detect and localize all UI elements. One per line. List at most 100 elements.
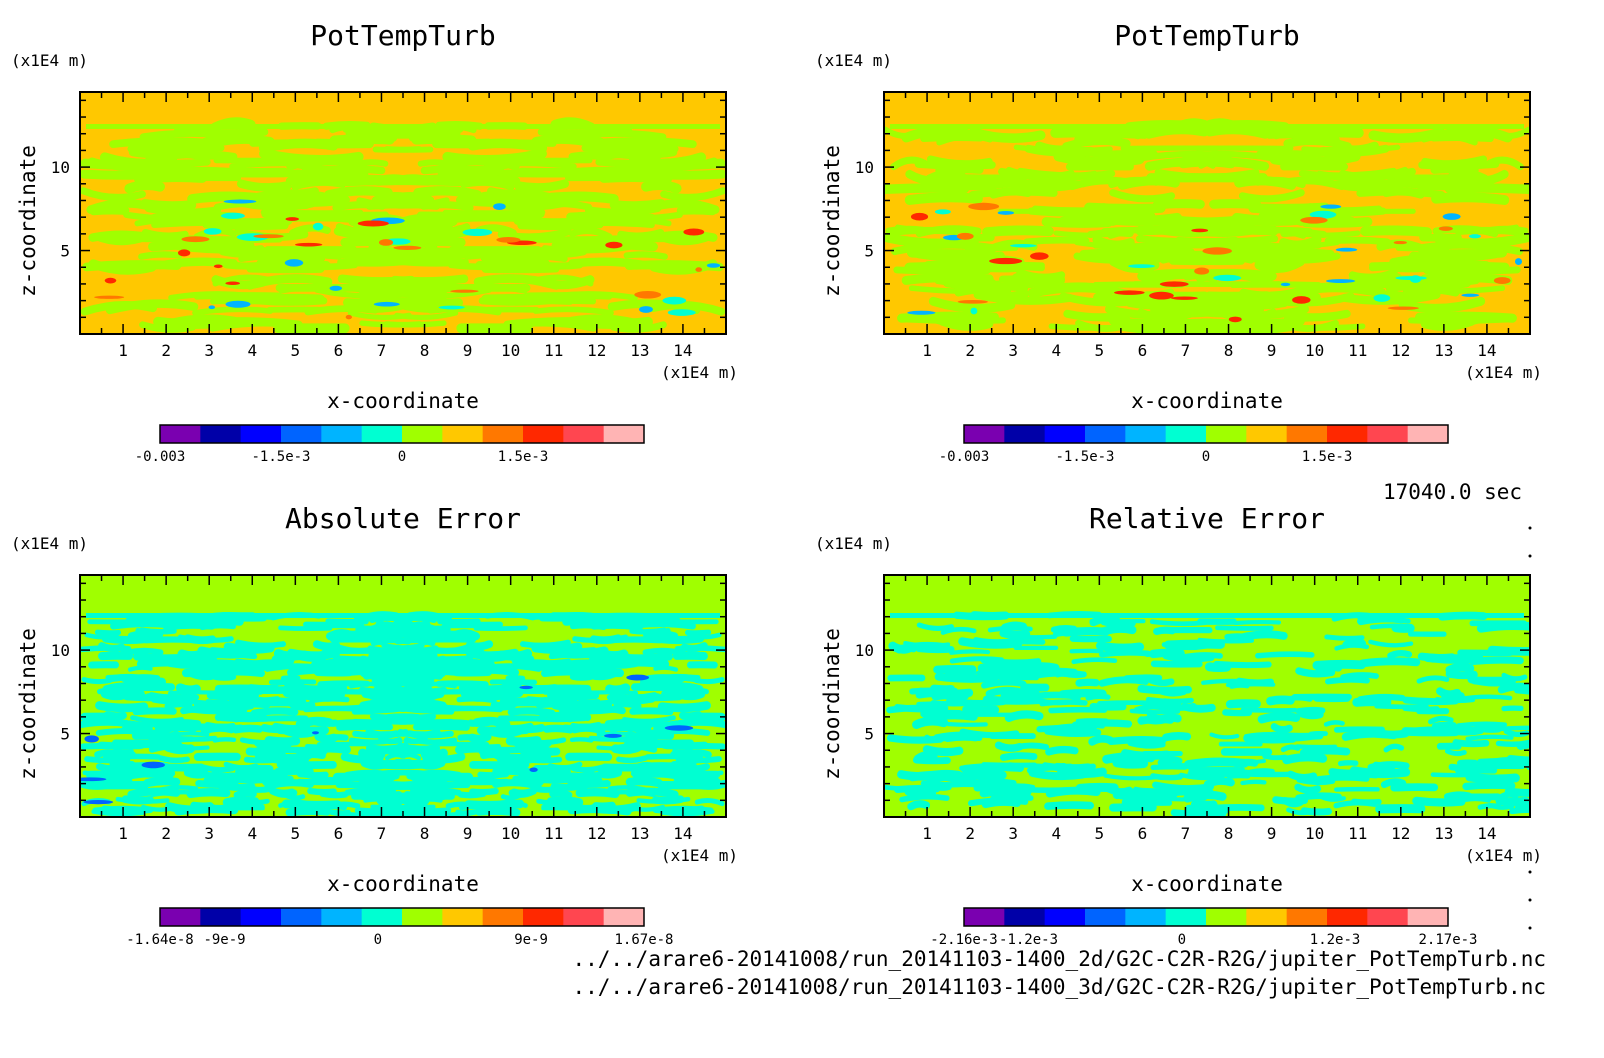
field-streak [1242,782,1264,783]
field-streak [1343,675,1376,677]
colorbar-swatch [1367,908,1408,926]
field-accent [439,306,465,310]
colorbar-swatch [1287,908,1328,926]
x-tick-label: 6 [1138,824,1148,843]
field-streak [351,684,390,686]
field-streak [363,706,403,708]
field-streak [1428,658,1479,660]
colorbar-tick-label: 1.5e-3 [1302,449,1353,465]
field-streak [483,755,508,757]
field-streak [503,795,520,798]
field-accent [379,239,393,246]
y-tick-label: 10 [51,158,70,177]
field-streak [317,644,336,646]
x-tick-label: 10 [1305,824,1324,843]
field-streak [1299,671,1332,674]
field-streak [1225,712,1249,713]
field-accent [639,306,653,313]
x-tick-label: 5 [1095,341,1105,360]
colorbar-tick-label: -0.003 [939,449,990,465]
field-accent [1213,275,1241,281]
x-tick-label: 7 [377,824,387,843]
field-streak [573,767,602,770]
field-streak [1530,766,1580,769]
field-streak [126,799,151,800]
field-streak [1452,767,1478,768]
field-streak [265,214,332,218]
field-band [86,613,720,618]
x-tick-label: 9 [1267,824,1277,843]
field-streak [1126,802,1154,803]
field-streak [1217,628,1271,629]
field-accent [1010,244,1036,247]
marker-dot [1529,927,1532,930]
file-path-2: ../../arare6-20141008/run_20141103-1400_… [572,975,1546,999]
x-tick-label: 13 [630,824,649,843]
colorbar-swatch [321,425,362,443]
x-tick-label: 12 [587,341,606,360]
field-streak [1284,240,1318,245]
field-streak [194,805,210,806]
field-streak [1286,757,1322,760]
field-streak [472,143,542,148]
field-streak [637,624,692,626]
field-streak [99,731,146,733]
field-streak [1031,211,1101,213]
field-streak [909,267,988,268]
field-fill [73,575,726,817]
field-streak [1376,765,1393,766]
x-unit-label: (x1E4 m) [661,363,738,382]
field-streak [540,775,592,777]
field-streak [199,783,235,784]
field-streak [1179,239,1275,242]
x-tick-label: 11 [1348,824,1367,843]
field-streak [1302,714,1320,716]
field-accent [450,290,479,293]
field-streak [426,721,452,722]
field-streak [312,699,347,701]
field-streak [242,740,280,743]
field-streak [1203,322,1301,323]
panel-title: PotTempTurb [1114,19,1299,52]
field-streak [1497,728,1546,729]
colorbar-swatch [160,425,201,443]
field-streak [1480,806,1499,807]
field-streak [660,731,707,733]
field-streak [204,767,233,770]
y-axis-label: z-coordinate [16,628,40,780]
field-streak [1048,805,1090,806]
field-streak [1111,740,1163,742]
colorbar-swatch [362,908,403,926]
field-accent [907,311,935,315]
colorbar-swatch [1125,908,1166,926]
field-streak [923,783,938,784]
field-accent [1292,296,1310,304]
field-accent [663,297,687,305]
field-accent [1336,248,1357,252]
field-streak [381,720,417,721]
field-accent [957,233,974,240]
colorbar-tick-label: 1.67e-8 [614,932,673,948]
x-unit-label: (x1E4 m) [661,846,738,865]
field-streak [635,687,685,688]
x-tick-label: 8 [420,341,430,360]
colorbar-swatch [1246,908,1287,926]
field-streak [512,791,534,794]
field-accent [84,735,98,742]
field-streak [389,763,437,765]
field-streak [125,773,172,775]
field-accent [1114,290,1145,294]
x-tick-label: 6 [334,824,344,843]
colorbar-swatch [523,425,564,443]
field-streak [129,723,170,725]
field-streak [1422,164,1496,166]
field-streak [1209,295,1267,296]
field-accent [358,220,389,226]
field-streak [1183,162,1265,167]
colorbar-tick-label: 0 [1202,449,1210,465]
field-streak [1360,192,1442,195]
field-accent [971,308,978,315]
x-tick-label: 2 [965,824,975,843]
field-streak [1164,786,1202,789]
